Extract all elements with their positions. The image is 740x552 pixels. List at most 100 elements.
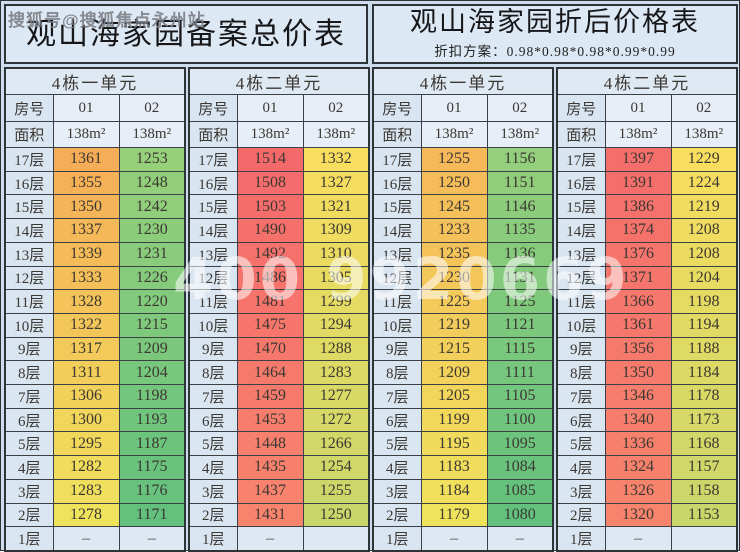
column-header-01: 01 <box>420 94 488 122</box>
price-cell: 1356 <box>604 336 672 362</box>
floor-label: 15层 <box>188 194 238 220</box>
price-cell: 1376 <box>604 241 672 267</box>
price-cell: 1254 <box>302 455 370 480</box>
price-cell: 1294 <box>302 312 370 338</box>
price-cell: 1151 <box>486 170 554 196</box>
price-cell: 1208 <box>670 218 738 243</box>
price-cell: 1435 <box>236 455 304 480</box>
price-cell: 1187 <box>118 431 186 457</box>
price-cell: 1327 <box>302 170 370 196</box>
floor-label: 3层 <box>4 478 54 504</box>
price-cell: 1195 <box>420 431 488 457</box>
price-cell: 1278 <box>52 502 120 528</box>
price-cell: 1173 <box>670 407 738 433</box>
price-cell: 1320 <box>604 502 672 528</box>
price-cell: 1366 <box>604 289 672 314</box>
floor-label: 3层 <box>556 478 606 504</box>
price-cell: 1220 <box>118 289 186 314</box>
price-cell: 1431 <box>236 502 304 528</box>
price-cell: 1198 <box>118 384 186 409</box>
floor-label: 6层 <box>556 407 606 433</box>
price-cell: 1336 <box>604 431 672 457</box>
price-cell: 1179 <box>420 502 488 528</box>
price-cell: 1171 <box>118 502 186 528</box>
price-cell: 1178 <box>670 384 738 409</box>
floor-label: 8层 <box>4 360 54 386</box>
left-sheet-title-box: 观山海家园备案总价表 <box>4 4 368 64</box>
floor-label: 14层 <box>372 218 422 243</box>
unit-header: 4栋二单元 <box>188 67 370 95</box>
price-cell: 1448 <box>236 431 304 457</box>
price-cell: 1153 <box>670 502 738 528</box>
price-cell: 1337 <box>52 218 120 243</box>
floor-label: 4层 <box>372 455 422 480</box>
floor-label: 6层 <box>4 407 54 433</box>
price-cell: 1255 <box>302 478 370 504</box>
floor-label: 10层 <box>556 312 606 338</box>
price-cell: 1135 <box>486 218 554 243</box>
watermark-sohu-account: 搜狐号@搜狐焦点永州站 <box>8 11 206 30</box>
area-label: 面积 <box>556 121 606 148</box>
area-label: 面积 <box>188 121 238 148</box>
price-cell: 1317 <box>52 336 120 362</box>
floor-label: 2层 <box>4 502 54 528</box>
price-cell: 1111 <box>486 360 554 386</box>
price-cell: 1283 <box>52 478 120 504</box>
price-cell: 1277 <box>302 384 370 409</box>
price-cell: 1199 <box>420 407 488 433</box>
floor-label: 5层 <box>188 431 238 457</box>
price-cell: 1229 <box>670 147 738 172</box>
floor-label: 13层 <box>188 241 238 267</box>
price-cell: 1486 <box>236 265 304 291</box>
price-cell: 1226 <box>118 265 186 291</box>
price-cell: 1250 <box>302 502 370 528</box>
area-label: 面积 <box>372 121 422 148</box>
price-cell: 1131 <box>486 265 554 291</box>
price-grid: 4栋二单元 房号 01 02 面积 138m² 138m² 17层 1514 1332 16层 150… <box>188 67 370 552</box>
price-cell: 1272 <box>302 407 370 433</box>
price-cell: 1350 <box>52 194 120 220</box>
floor-label: 10层 <box>372 312 422 338</box>
floor-label: 9层 <box>372 336 422 362</box>
floor-label: 15层 <box>4 194 54 220</box>
price-cell: 1219 <box>420 312 488 338</box>
price-cell: – <box>52 526 120 552</box>
column-header-02: 02 <box>118 94 186 122</box>
price-cell: 1283 <box>302 360 370 386</box>
floor-label: 13层 <box>372 241 422 267</box>
price-cell: 1194 <box>670 312 738 338</box>
price-cell: 1188 <box>670 336 738 362</box>
area-value: 138m² <box>486 121 554 148</box>
price-cell: 1490 <box>236 218 304 243</box>
floor-label: 6层 <box>188 407 238 433</box>
table-discount-unit2: 4栋二单元 房号 01 02 面积 138m² 138m² 17层 1397 1229 16层 139… <box>556 67 738 552</box>
price-cell: 1208 <box>670 241 738 267</box>
price-cell: 1168 <box>670 431 738 457</box>
price-cell: 1340 <box>604 407 672 433</box>
floor-label: 11层 <box>4 289 54 314</box>
price-cell: 1346 <box>604 384 672 409</box>
price-cell: 1233 <box>420 218 488 243</box>
area-value: 138m² <box>236 121 304 148</box>
price-cell: 1215 <box>420 336 488 362</box>
price-cell: 1242 <box>118 194 186 220</box>
price-cell: 1224 <box>670 170 738 196</box>
price-cell: 1095 <box>486 431 554 457</box>
floor-label: 13层 <box>556 241 606 267</box>
price-cell: 1100 <box>486 407 554 433</box>
price-cell: 1248 <box>118 170 186 196</box>
price-cell: 1508 <box>236 170 304 196</box>
discount-plan-text: 折扣方案：0.98*0.98*0.98*0.99*0.99 <box>434 43 676 59</box>
price-cell: 1374 <box>604 218 672 243</box>
floor-label: 7层 <box>4 384 54 409</box>
floor-label: 1层 <box>4 526 54 552</box>
table-record-unit1: 4栋一单元 房号 01 02 面积 138m² 138m² 17层 1361 1253 16层 135… <box>4 67 186 552</box>
price-cell: 1305 <box>302 265 370 291</box>
price-cell: 1209 <box>118 336 186 362</box>
price-cell: 1514 <box>236 147 304 172</box>
price-cell <box>302 526 370 552</box>
floor-label: 17层 <box>372 147 422 172</box>
price-cell: 1230 <box>118 218 186 243</box>
room-label: 房号 <box>188 94 238 122</box>
price-cell: 1225 <box>420 289 488 314</box>
